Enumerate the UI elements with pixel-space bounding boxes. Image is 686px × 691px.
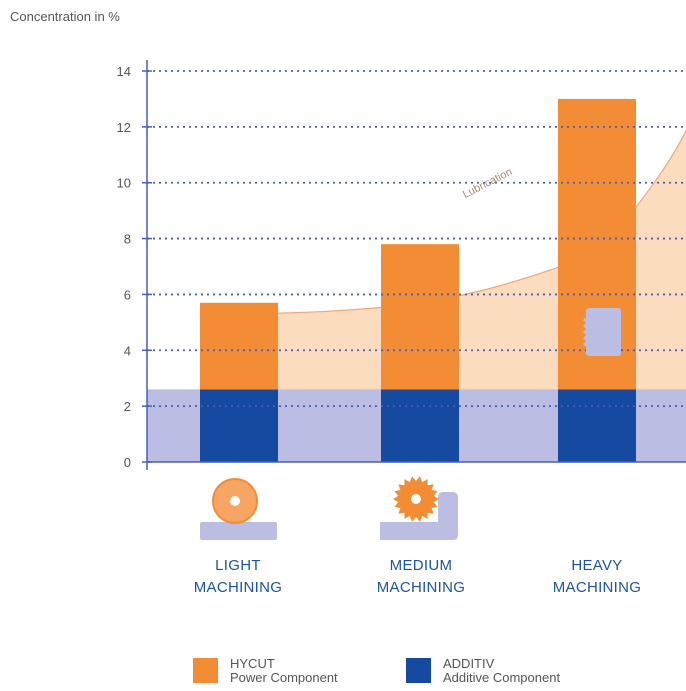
lubrication-curve: [238, 129, 686, 315]
saw-blade-icon: [380, 476, 458, 540]
legend-item-hycut: HYCUT Power Component: [193, 657, 338, 685]
y-tick-label-12: 12: [117, 120, 131, 135]
y-tick-label-2: 2: [124, 399, 131, 414]
legend-swatch-hycut: [193, 658, 218, 683]
category-label-medium: MEDIUM MACHINING: [376, 557, 466, 596]
legend-label-additiv: ADDITIV: [443, 656, 495, 671]
bar-additiv-medium: [381, 389, 459, 462]
workpiece-medium: [380, 492, 458, 540]
lubrication-label: Lubrication: [461, 166, 514, 201]
bar-additiv-light: [200, 389, 278, 462]
y-axis-label: Concentration in %: [10, 9, 120, 24]
y-tick-label-6: 6: [124, 287, 131, 302]
y-tick-label-10: 10: [117, 176, 131, 191]
legend-sublabel-hycut: Power Component: [230, 670, 338, 685]
y-tick-label-0: 0: [124, 455, 131, 470]
bar-hycut-medium: [381, 244, 459, 390]
wheel-hub: [230, 496, 240, 506]
legend-swatch-additiv: [406, 658, 431, 683]
legend-item-additiv: ADDITIV Additive Component: [406, 657, 560, 685]
workpiece-light: [200, 522, 277, 540]
bar-hycut-light: [200, 302, 278, 390]
bar-additiv-heavy: [558, 389, 636, 462]
y-tick-label-8: 8: [124, 232, 131, 247]
grinding-wheel-icon: [200, 478, 277, 540]
category-label-heavy: HEAVY MACHINING: [552, 557, 642, 596]
heavy-insert-icon: [583, 308, 621, 356]
saw-hub: [411, 494, 421, 504]
legend-sublabel-additiv: Additive Component: [443, 670, 561, 685]
y-tick-label-14: 14: [117, 64, 131, 79]
category-label-light: LIGHT MACHINING: [193, 557, 283, 596]
y-tick-label-4: 4: [124, 343, 131, 358]
legend-label-hycut: HYCUT: [230, 656, 275, 671]
